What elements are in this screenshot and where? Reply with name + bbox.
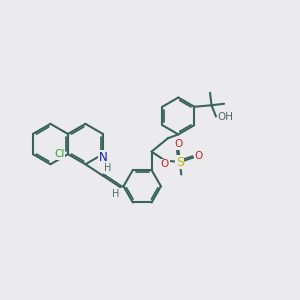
Text: H: H: [112, 189, 119, 199]
Text: O: O: [194, 151, 203, 161]
Text: N: N: [99, 151, 107, 164]
Text: S: S: [176, 155, 184, 169]
Text: O: O: [161, 159, 169, 169]
Text: Cl: Cl: [54, 149, 65, 159]
Text: OH: OH: [218, 112, 233, 122]
Text: O: O: [174, 139, 182, 149]
Text: H: H: [104, 163, 112, 173]
